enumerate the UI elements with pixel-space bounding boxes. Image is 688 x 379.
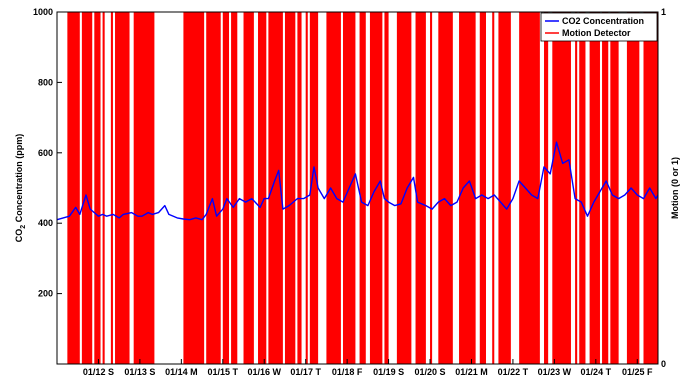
x-tick-label: 01/23 W (538, 367, 572, 377)
motion-bar (297, 12, 302, 364)
motion-bar (115, 12, 130, 364)
motion-bar (102, 12, 105, 364)
x-tick-label: 01/21 M (455, 367, 488, 377)
left-y-label-rest: Concentration (ppm) (14, 134, 24, 225)
motion-bar (284, 12, 296, 364)
motion-bar (575, 12, 578, 364)
legend-co2-label: CO2 Concentration (562, 16, 644, 26)
motion-bar (359, 12, 366, 364)
plot-frame (56, 11, 659, 365)
motion-bar (305, 12, 308, 364)
x-tick-label: 01/24 T (581, 367, 612, 377)
motion-detector-bars (67, 12, 658, 364)
x-tick-label: 01/18 F (332, 367, 363, 377)
right-y-axis: 01 (653, 7, 666, 369)
motion-bar (94, 12, 101, 364)
left-y-axis-label: CO2 Concentration (ppm) (14, 134, 27, 242)
motion-bar (396, 12, 412, 364)
motion-bar (67, 12, 80, 364)
x-tick-label: 01/25 F (622, 367, 653, 377)
motion-bar (231, 12, 238, 364)
motion-bar (610, 12, 619, 364)
right-y-axis-label: Motion (0 or 1) (670, 157, 680, 219)
motion-bar (384, 12, 389, 364)
motion-bar (81, 12, 93, 364)
co2-concentration-line (56, 141, 659, 221)
motion-bar (110, 12, 113, 364)
motion-bar (498, 12, 511, 364)
motion-bar (243, 12, 254, 364)
left-y-label-main: CO (14, 229, 24, 243)
x-tick-label: 01/19 S (373, 367, 404, 377)
right-y-tick-label: 0 (661, 359, 666, 369)
left-y-axis: 200 400 600 800 1000 (33, 7, 62, 299)
motion-bar (309, 12, 319, 364)
x-axis: 01/12 S 01/13 S 01/14 M 01/15 T 01/16 W 01/17… (83, 359, 653, 377)
x-tick-label: 01/13 S (124, 367, 155, 377)
motion-bar (206, 12, 221, 364)
motion-bar (268, 12, 283, 364)
x-tick-label: 01/16 W (247, 367, 281, 377)
left-y-label-subscript: 2 (20, 225, 27, 229)
motion-bar (643, 12, 658, 364)
motion-bar (589, 12, 600, 364)
right-y-tick-label: 1 (661, 7, 666, 17)
motion-bar (133, 12, 155, 364)
motion-bar (626, 12, 640, 364)
legend: CO2 Concentration Motion Detector (540, 12, 658, 42)
motion-bar (459, 12, 476, 364)
motion-bar (183, 12, 205, 364)
left-y-tick-label: 400 (38, 218, 53, 228)
x-tick-label: 01/22 T (498, 367, 529, 377)
motion-bar (326, 12, 341, 364)
motion-bar (430, 12, 433, 364)
motion-bar (544, 12, 549, 364)
motion-bar (519, 12, 540, 364)
motion-bar (222, 12, 230, 364)
left-y-tick-label: 200 (38, 289, 53, 299)
left-y-tick-label: 800 (38, 77, 53, 87)
motion-bar (438, 12, 453, 364)
motion-bar (552, 12, 571, 364)
x-tick-label: 01/17 T (290, 367, 321, 377)
motion-bar (479, 12, 486, 364)
motion-bar (602, 12, 609, 364)
x-tick-label: 01/12 S (83, 367, 114, 377)
x-tick-label: 01/15 T (208, 367, 239, 377)
motion-bar (258, 12, 267, 364)
motion-bar (579, 12, 586, 364)
left-y-tick-label: 1000 (33, 7, 53, 17)
legend-box (540, 12, 658, 42)
legend-motion-label: Motion Detector (562, 28, 631, 38)
x-tick-label: 01/14 M (165, 367, 198, 377)
motion-bar (492, 12, 495, 364)
left-y-tick-label: 600 (38, 148, 53, 158)
motion-bar (415, 12, 426, 364)
x-tick-label: 01/20 S (415, 367, 446, 377)
